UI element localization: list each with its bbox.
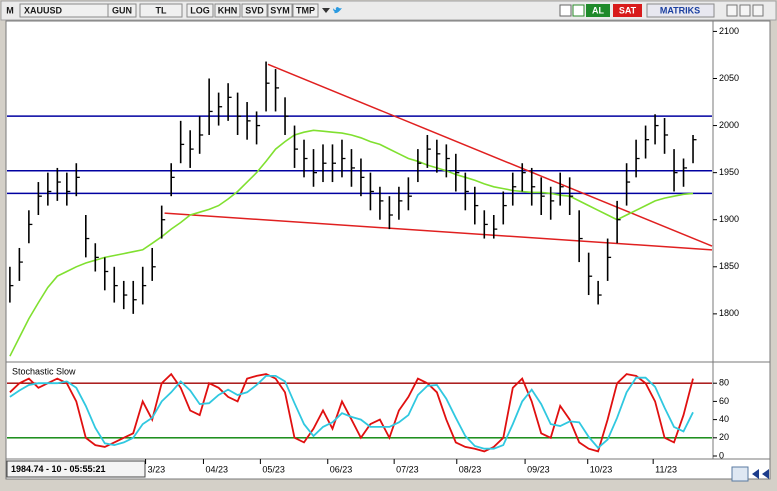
window-button[interactable]: [752, 4, 764, 17]
scroll-arrows[interactable]: [752, 469, 769, 479]
window-button[interactable]: [726, 4, 738, 17]
plot-area: [5, 20, 714, 460]
toolbar-label[interactable]: XAUUSD: [24, 5, 63, 15]
brand-label: MATRIKS: [660, 5, 700, 15]
date-axis: [5, 458, 771, 480]
status-text: 1984.74 - 10 - 05:55:21: [11, 464, 106, 474]
toolbar-label[interactable]: SYM: [270, 5, 290, 15]
sell-label[interactable]: SAT: [619, 5, 637, 15]
y-tick-label: 2000: [719, 120, 739, 130]
y-tick-label: 1900: [719, 214, 739, 224]
series-line: [9, 372, 694, 453]
icon[interactable]: [559, 4, 572, 17]
y-tick-label: 40: [719, 414, 729, 424]
x-tick-label: 05/23: [262, 464, 285, 474]
buy-label[interactable]: AL: [592, 5, 604, 15]
toolbar-label[interactable]: GUN: [112, 5, 132, 15]
y-tick-label: 1850: [719, 261, 739, 271]
sell-button[interactable]: [613, 4, 642, 17]
y-tick-label: 2100: [719, 26, 739, 36]
panel-title: Stochastic Slow: [12, 366, 76, 376]
x-tick-label: 07/23: [396, 464, 419, 474]
x-tick-label: 06/23: [330, 464, 353, 474]
toolbar-button[interactable]: [107, 3, 137, 18]
toolbar-button[interactable]: [241, 3, 268, 18]
toolbar-button[interactable]: [292, 3, 319, 18]
y-tick-label: 1950: [719, 167, 739, 177]
x-tick-label: 09/23: [527, 464, 550, 474]
toolbar-button[interactable]: [214, 3, 241, 18]
twitter-icon[interactable]: [333, 7, 342, 14]
scroll-icon[interactable]: [731, 466, 749, 482]
y-tick-label: 2050: [719, 73, 739, 83]
brand-box: [646, 3, 715, 18]
x-tick-label: 11/23: [655, 464, 677, 474]
y-tick-label: 80: [719, 378, 729, 388]
toolbar-label[interactable]: TL: [156, 5, 167, 15]
toolbar-label[interactable]: SVD: [245, 5, 264, 15]
trend-line: [164, 212, 713, 251]
x-tick-label: 04/23: [205, 464, 228, 474]
x-tick-label: 10/23: [590, 464, 613, 474]
y-tick-label: 20: [719, 432, 729, 442]
icon[interactable]: [572, 4, 585, 17]
series-line: [9, 129, 694, 357]
toolbar-label[interactable]: LOG: [190, 5, 210, 15]
trend-line: [267, 63, 713, 247]
toolbar-label[interactable]: M: [6, 5, 14, 15]
toolbar-button[interactable]: [139, 3, 183, 18]
toolbar-button[interactable]: [186, 3, 214, 18]
window-button[interactable]: [739, 4, 751, 17]
status-box: [6, 460, 146, 478]
y-tick-label: 1800: [719, 308, 739, 318]
buy-button[interactable]: [586, 4, 610, 17]
axis-area: [712, 20, 771, 460]
x-tick-label: 3/23: [148, 464, 166, 474]
series-line: [9, 375, 694, 450]
dropdown-arrow[interactable]: [322, 8, 330, 13]
toolbar-button[interactable]: [267, 3, 293, 18]
toolbar-label[interactable]: KHN: [218, 5, 238, 15]
x-tick-label: 08/23: [459, 464, 482, 474]
toolbar-label[interactable]: TMP: [296, 5, 315, 15]
y-tick-label: 60: [719, 396, 729, 406]
y-tick-label: 0: [719, 450, 724, 460]
